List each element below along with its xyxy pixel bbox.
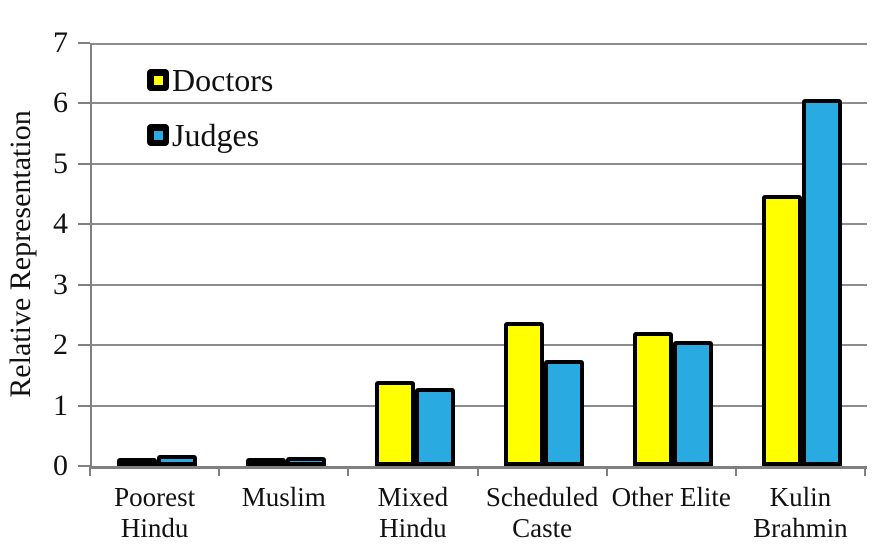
x-category-label: Kulin Brahmin (725, 482, 875, 544)
x-category-label-line: Poorest (114, 482, 196, 512)
gridline (92, 102, 867, 105)
x-category-label-line: Hindu (379, 513, 447, 543)
bar-judges (544, 359, 585, 466)
x-tick-mark (605, 466, 608, 476)
bar-judges (156, 455, 197, 466)
x-tick-mark (734, 466, 737, 476)
y-tick-mark (78, 42, 90, 44)
legend-swatch-doctors (147, 69, 169, 91)
bar-judges (802, 98, 843, 466)
x-tick-mark (476, 466, 479, 476)
bar-doctors (116, 458, 157, 466)
x-tick-mark (864, 466, 866, 476)
x-category-label-line: Kulin (769, 482, 832, 512)
gridline (92, 223, 867, 226)
legend-swatch-fill (153, 75, 163, 85)
x-category-label: Other Elite (596, 482, 746, 513)
bar-doctors (762, 195, 803, 466)
gridline (92, 404, 867, 407)
y-tick-label: 3 (53, 267, 68, 301)
x-category-label: Muslim (209, 482, 359, 513)
gridline (92, 162, 867, 165)
x-category-label-line: Muslim (241, 482, 326, 512)
legend-swatch-fill (153, 130, 163, 140)
legend: Doctors Judges (147, 62, 273, 153)
bar-doctors (245, 458, 286, 466)
x-category-label: Poorest Hindu (80, 482, 230, 544)
bar-judges (673, 340, 714, 466)
y-tick-mark (78, 283, 90, 286)
gridline (92, 43, 867, 45)
legend-label: Doctors (172, 62, 274, 98)
bar-judges (285, 456, 326, 466)
y-tick-label: 6 (53, 86, 68, 120)
x-category-label-line: Mixed (377, 482, 449, 512)
y-tick-mark (78, 344, 90, 347)
legend-swatch-judges (147, 124, 169, 146)
y-tick-label: 0 (53, 449, 68, 482)
gridline (92, 283, 867, 286)
y-tick-label: 5 (53, 146, 68, 180)
y-tick-mark (78, 404, 90, 407)
x-category-label-line: Scheduled (485, 482, 599, 512)
y-tick-label: 1 (53, 388, 68, 422)
x-category-label: Scheduled Caste (467, 482, 617, 544)
y-tick-mark (78, 223, 90, 226)
bar-judges (414, 388, 455, 466)
plot-area (90, 43, 867, 469)
x-category-label: Mixed Hindu (338, 482, 488, 544)
y-tick-mark (78, 465, 90, 467)
x-tick-mark (347, 466, 350, 476)
y-tick-mark (78, 162, 90, 165)
x-category-label-line: Caste (512, 513, 573, 543)
y-tick-label: 4 (53, 207, 68, 241)
x-tick-mark (218, 466, 221, 476)
legend-item-doctors: Doctors (147, 62, 273, 98)
x-category-label-line: Hindu (120, 513, 189, 543)
bar-doctors (504, 322, 545, 466)
x-category-label-line: Other Elite (611, 482, 731, 512)
bar-doctors (633, 331, 674, 466)
y-tick-label: 7 (53, 26, 68, 59)
x-tick-mark (89, 466, 91, 476)
y-tick-mark (78, 102, 90, 105)
x-category-label-line: Brahmin (753, 513, 848, 543)
y-tick-label: 2 (53, 328, 68, 362)
legend-item-judges: Judges (147, 117, 273, 153)
legend-label: Judges (172, 117, 260, 153)
gridline (92, 344, 867, 347)
bar-doctors (374, 381, 415, 466)
